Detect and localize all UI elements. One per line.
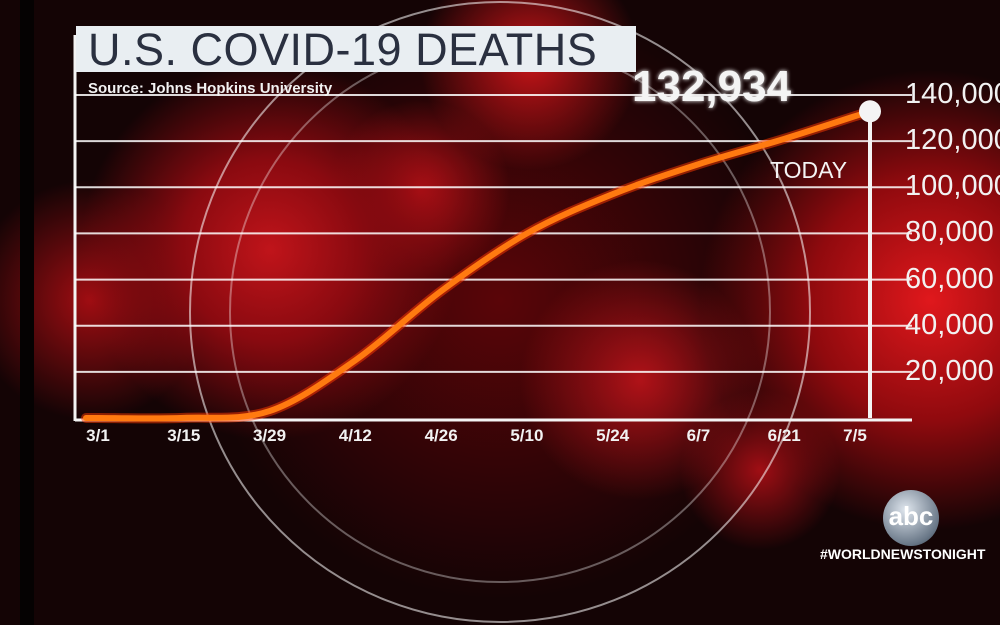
y-tick-label: 100,000 <box>905 170 1000 203</box>
x-tick-label: 4/12 <box>338 426 372 445</box>
y-tick-label: 40,000 <box>905 308 994 341</box>
x-tick-label: 7/5 <box>843 426 867 445</box>
chart-source: Source: Johns Hopkins University <box>88 80 333 97</box>
y-tick-label: 120,000 <box>905 124 1000 157</box>
y-tick-label: 20,000 <box>905 354 994 387</box>
y-tick-label: 80,000 <box>905 216 994 249</box>
y-tick-label: 60,000 <box>905 262 994 295</box>
x-tick-label: 3/15 <box>167 426 201 445</box>
x-tick-label: 3/29 <box>253 426 287 445</box>
y-tick-label: 140,000 <box>905 78 1000 110</box>
today-point <box>859 100 881 123</box>
x-tick-label: 5/24 <box>596 426 630 445</box>
today-label: TODAY <box>770 157 848 183</box>
x-tick-label: 3/1 <box>86 426 110 445</box>
decor-ring <box>189 1 811 623</box>
x-tick-label: 6/7 <box>686 426 711 445</box>
total-deaths-label: 132,934 <box>632 62 792 111</box>
title-banner <box>76 26 636 72</box>
x-tick-label: 6/21 <box>767 426 801 445</box>
x-tick-label: 5/10 <box>510 426 544 445</box>
chart-title: U.S. COVID-19 DEATHS <box>88 24 598 75</box>
x-tick-label: 4/26 <box>424 426 458 445</box>
abc-logo: abc <box>883 490 939 546</box>
series-line <box>83 108 873 422</box>
hashtag-label: #WORLDNEWSTONIGHT <box>820 546 986 562</box>
tv-bezel <box>20 0 34 625</box>
